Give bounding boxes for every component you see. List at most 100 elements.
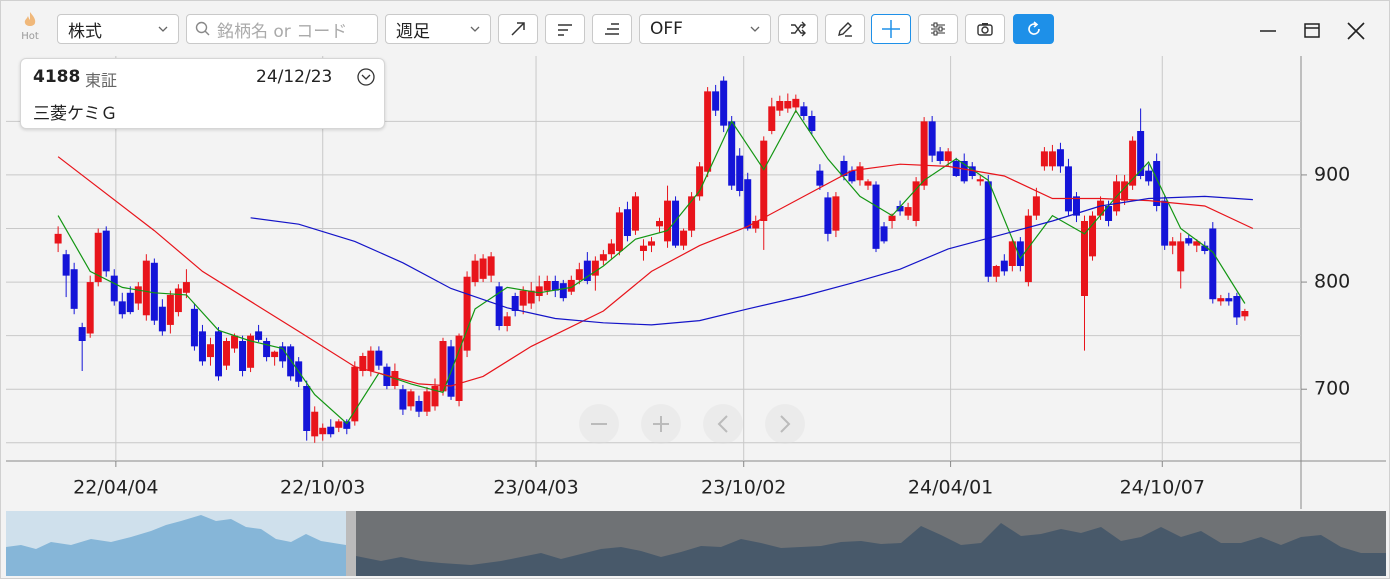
indicator-select[interactable]: OFF — [639, 14, 771, 44]
candle-body — [1072, 196, 1080, 216]
candle-body — [1225, 298, 1233, 302]
trendline-button[interactable] — [498, 14, 538, 44]
navigator[interactable] — [6, 511, 1386, 576]
candle-body — [287, 346, 295, 377]
refresh-button[interactable] — [1013, 14, 1054, 44]
candle-body — [680, 230, 688, 246]
candle-body — [936, 151, 944, 161]
x-tick-label: 22/10/03 — [280, 477, 365, 499]
candle-body — [760, 140, 768, 221]
candle-body — [992, 266, 1000, 277]
candle-body — [471, 260, 479, 283]
window-controls — [1260, 22, 1365, 40]
candle-body — [455, 335, 463, 401]
market-select[interactable]: 株式 — [57, 14, 179, 44]
candle-body — [808, 116, 816, 131]
candle-body — [688, 196, 696, 231]
candle-body — [912, 181, 920, 221]
candle-body — [407, 391, 415, 407]
search-box[interactable]: 銘柄名 or コード — [186, 14, 378, 44]
candle-body — [1121, 181, 1129, 201]
candle-body — [720, 80, 728, 126]
candle-body — [728, 121, 736, 186]
candle-body — [888, 215, 896, 221]
candle-body — [744, 179, 752, 229]
expand-button[interactable] — [356, 67, 376, 87]
scroll-left[interactable] — [703, 404, 743, 444]
candle-body — [1209, 228, 1217, 300]
candle-body — [214, 331, 222, 377]
candle-body — [551, 281, 559, 291]
candle-body — [784, 101, 792, 109]
candle-body — [102, 230, 110, 272]
candle-body — [960, 161, 968, 182]
candle-body — [1000, 260, 1008, 272]
candle-body — [182, 282, 190, 293]
candle-body — [431, 386, 439, 407]
candle-body — [359, 356, 367, 371]
candle-body — [672, 200, 680, 246]
candle-body — [78, 327, 86, 341]
shuffle-button[interactable] — [778, 14, 818, 44]
candle-body — [1105, 206, 1113, 221]
candle-body — [503, 316, 511, 326]
x-tick-label: 24/04/01 — [908, 477, 993, 499]
candle-body — [1032, 196, 1040, 216]
candle-body — [54, 233, 62, 244]
candle-body — [198, 331, 206, 362]
candle-body — [423, 391, 431, 412]
candle-body — [1153, 161, 1161, 206]
align-button[interactable] — [592, 14, 632, 44]
zoom-controls — [579, 404, 805, 444]
candle-body — [1145, 170, 1153, 182]
candle-body — [495, 286, 503, 326]
x-tick-label: 22/04/04 — [73, 477, 158, 499]
candle-body — [1217, 298, 1225, 302]
period-select[interactable]: 週足 — [385, 14, 491, 44]
candle-body — [1185, 238, 1193, 244]
draw-button[interactable] — [825, 14, 865, 44]
candle-body — [968, 166, 976, 176]
hline-button[interactable] — [545, 14, 585, 44]
candle-body — [479, 258, 487, 279]
candle-body — [375, 350, 383, 366]
candle-body — [575, 269, 583, 280]
candle-body — [607, 243, 615, 255]
candle-body — [776, 101, 784, 111]
crosshair-button[interactable] — [871, 14, 911, 44]
candle-body — [904, 207, 912, 216]
candle-body — [335, 421, 343, 428]
candle-body — [816, 170, 824, 186]
maximize[interactable] — [1304, 23, 1320, 38]
candle-body — [94, 232, 102, 283]
candle-body — [311, 411, 319, 437]
date: 24/12/23 — [256, 67, 333, 87]
scroll-right[interactable] — [765, 404, 805, 444]
candle-body — [952, 161, 960, 176]
candle-body — [1089, 215, 1097, 257]
x-tick-label: 23/04/03 — [493, 477, 578, 499]
candle-body — [591, 260, 599, 276]
close[interactable] — [1347, 22, 1365, 40]
candle-body — [631, 196, 639, 231]
candle-body — [511, 296, 519, 311]
hot-button[interactable]: Hot — [15, 11, 45, 42]
candle-body — [920, 121, 928, 186]
zoom-in[interactable] — [641, 404, 681, 444]
candle-body — [1016, 241, 1024, 266]
candle-body — [86, 282, 94, 334]
settings-button[interactable] — [918, 14, 958, 44]
period-label: 週足 — [396, 21, 430, 42]
candle-body — [166, 294, 174, 325]
candle-body — [399, 389, 407, 410]
camera-button[interactable] — [965, 14, 1005, 44]
candle-body — [976, 179, 984, 182]
candle-body — [351, 366, 359, 422]
candle-body — [1008, 241, 1016, 266]
candle-body — [206, 344, 214, 358]
candle-body — [864, 181, 872, 186]
candle-body — [223, 341, 231, 366]
candle-body — [279, 346, 287, 362]
zoom-out[interactable] — [579, 404, 619, 444]
